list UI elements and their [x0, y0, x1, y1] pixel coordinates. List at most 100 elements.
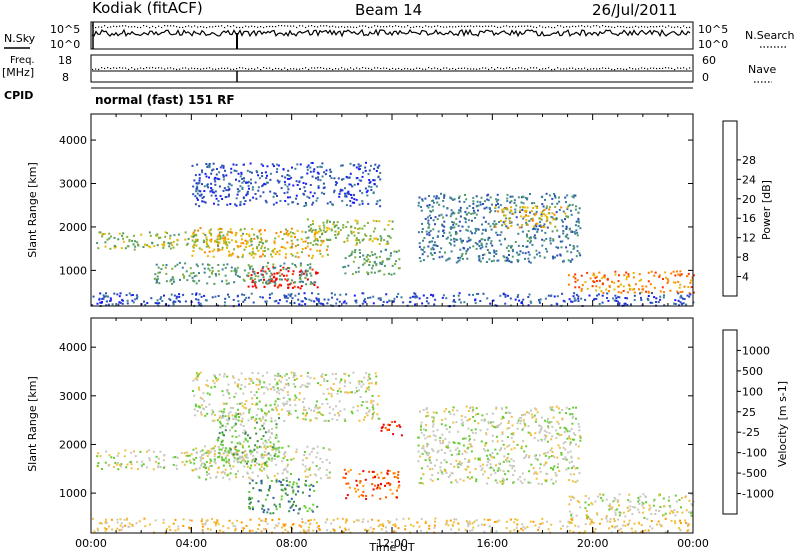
- range-cell: [541, 196, 543, 198]
- range-cell: [262, 520, 264, 522]
- range-cell: [317, 179, 319, 181]
- range-cell: [658, 510, 660, 512]
- range-cell: [472, 197, 474, 199]
- range-cell: [591, 519, 593, 521]
- range-cell: [384, 265, 386, 267]
- range-cell: [485, 229, 487, 231]
- range-cell: [209, 239, 211, 241]
- range-cell: [602, 494, 604, 496]
- range-cell: [506, 200, 508, 202]
- range-cell: [229, 465, 231, 467]
- range-cell: [339, 193, 341, 195]
- range-cell: [503, 470, 505, 472]
- range-cell: [214, 445, 216, 447]
- range-cell: [323, 187, 325, 189]
- range-cell: [474, 299, 476, 301]
- nave-dot: [449, 69, 450, 70]
- nave-dot: [503, 68, 504, 69]
- range-cell: [313, 284, 315, 286]
- range-cell: [101, 468, 103, 470]
- range-cell: [575, 443, 577, 445]
- range-cell: [565, 228, 567, 230]
- range-cell: [512, 256, 514, 258]
- range-cell: [297, 286, 299, 288]
- range-cell: [471, 232, 473, 234]
- range-cell: [379, 205, 381, 207]
- range-cell: [389, 470, 391, 472]
- range-cell: [647, 299, 649, 301]
- range-cell: [426, 300, 428, 302]
- range-cell: [307, 169, 309, 171]
- nsearch-dot: [491, 25, 492, 26]
- range-cell: [370, 402, 372, 404]
- range-cell: [337, 227, 339, 229]
- range-cell: [526, 236, 528, 238]
- range-cell: [453, 406, 455, 408]
- range-cell: [362, 203, 364, 205]
- nsearch-dot: [482, 26, 483, 27]
- range-cell: [257, 447, 259, 449]
- range-cell: [113, 293, 115, 295]
- range-cell: [327, 388, 329, 390]
- range-cell: [243, 294, 245, 296]
- range-cell: [584, 299, 586, 301]
- range-cell: [166, 280, 168, 282]
- range-cell: [313, 410, 315, 412]
- range-cell: [197, 410, 199, 412]
- range-cell: [480, 465, 482, 467]
- freq-label-line1: Freq.: [10, 55, 35, 66]
- range-cell: [274, 242, 276, 244]
- range-cell: [278, 518, 280, 520]
- range-cell: [312, 223, 314, 225]
- range-cell: [102, 233, 104, 235]
- range-cell: [429, 234, 431, 236]
- range-cell: [314, 407, 316, 409]
- range-cell: [544, 420, 546, 422]
- range-cell: [447, 445, 449, 447]
- range-cell: [371, 251, 373, 253]
- range-cell: [219, 421, 221, 423]
- range-cell: [536, 223, 538, 225]
- range-cell: [667, 280, 669, 282]
- range-cell: [494, 220, 496, 222]
- range-cell: [300, 386, 302, 388]
- range-cell: [173, 281, 175, 283]
- range-cell: [550, 407, 552, 409]
- range-cell: [495, 204, 497, 206]
- range-cell: [658, 494, 660, 496]
- range-cell: [168, 242, 170, 244]
- range-cell: [345, 226, 347, 228]
- range-cell: [386, 482, 388, 484]
- nave-dot: [575, 69, 576, 70]
- range-cell: [246, 181, 248, 183]
- range-cell: [261, 438, 263, 440]
- range-cell: [441, 449, 443, 451]
- range-cell: [269, 270, 271, 272]
- range-cell: [308, 197, 310, 199]
- range-cell: [377, 200, 379, 202]
- range-cell: [303, 182, 305, 184]
- range-cell: [394, 263, 396, 265]
- range-cell: [249, 199, 251, 201]
- range-cell: [221, 280, 223, 282]
- range-cell: [557, 295, 559, 297]
- range-cell: [222, 394, 224, 396]
- range-cell: [566, 216, 568, 218]
- range-cell: [232, 522, 234, 524]
- range-cell: [284, 200, 286, 202]
- range-cell: [270, 173, 272, 175]
- range-cell: [522, 440, 524, 442]
- range-cell: [365, 162, 367, 164]
- range-cell: [507, 194, 509, 196]
- range-cell: [498, 206, 500, 208]
- range-cell: [651, 528, 653, 530]
- range-cell: [233, 396, 235, 398]
- range-cell: [263, 469, 265, 471]
- range-cell: [367, 414, 369, 416]
- range-cell: [354, 488, 356, 490]
- range-cell: [475, 228, 477, 230]
- range-cell: [199, 467, 201, 469]
- range-cell: [650, 513, 652, 515]
- range-cell: [356, 237, 358, 239]
- range-cell: [235, 414, 237, 416]
